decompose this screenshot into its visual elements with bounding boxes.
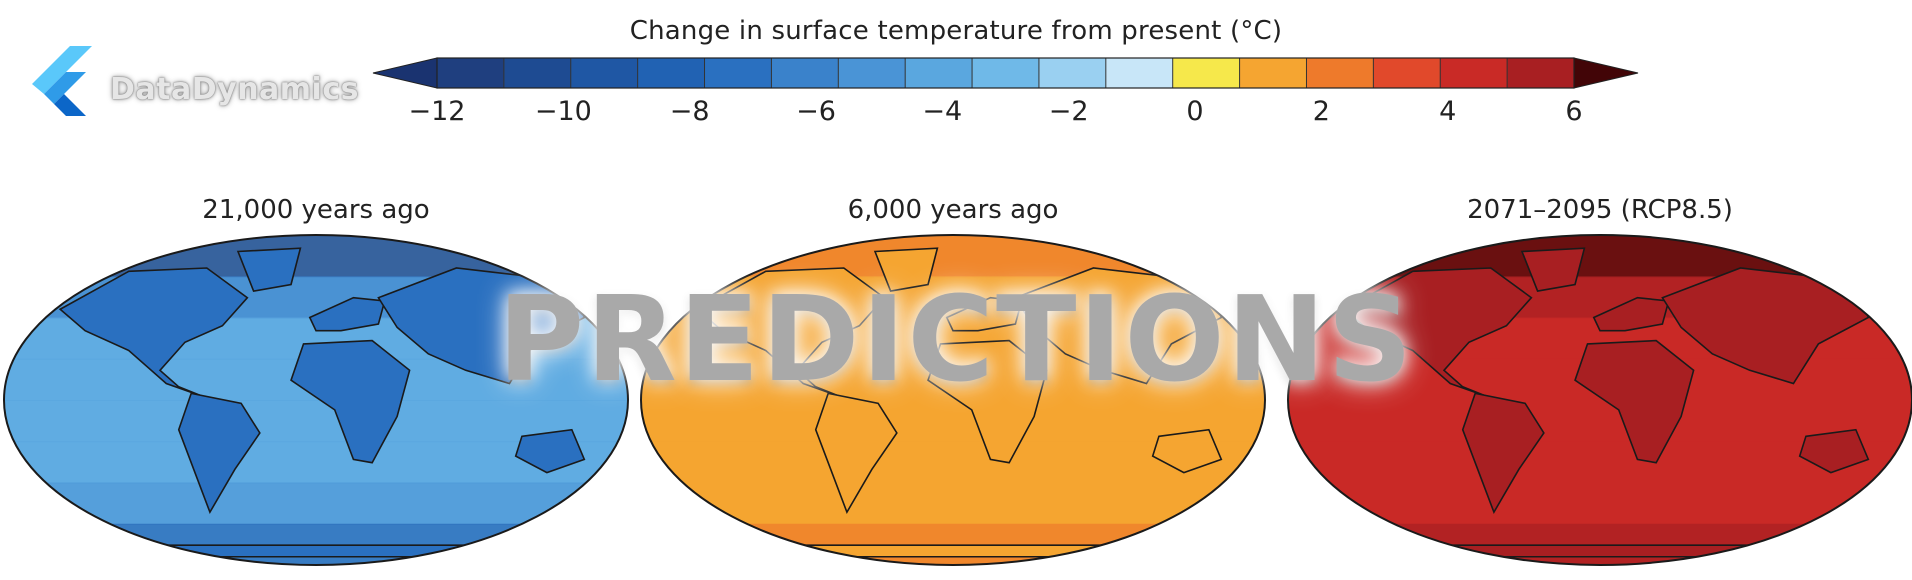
map-lat-band <box>641 482 1265 525</box>
map-lat-band <box>1288 482 1912 525</box>
colorbar-bin <box>503 58 572 88</box>
continent-outline <box>1014 267 1223 385</box>
colorbar-bin <box>1306 58 1374 88</box>
panel-title-future: 2071–2095 (RCP8.5) <box>1467 195 1733 225</box>
flutter-logo-icon <box>32 46 92 116</box>
map-lat-band <box>1288 400 1912 443</box>
continent-outline <box>1151 428 1223 474</box>
continent-outline <box>1520 247 1586 293</box>
colorbar-bin <box>1373 58 1441 88</box>
continent-outline <box>945 296 1023 332</box>
continent-outline <box>1461 392 1545 515</box>
predictions-watermark: PREDICTIONS <box>497 270 1415 408</box>
colorbar-tick-label: 2 <box>1312 96 1330 127</box>
colorbar-bin <box>1038 58 1107 88</box>
colorbar-bin <box>1440 58 1508 88</box>
map-frame <box>3 234 629 566</box>
colorbar-bin <box>1172 58 1241 88</box>
continent-outline <box>58 267 249 398</box>
continent-outline <box>1574 339 1695 464</box>
colorbar-bin <box>637 58 706 88</box>
panel-title-lgm: 21,000 years ago <box>202 195 430 225</box>
colorbar-bin <box>838 58 906 88</box>
continent-outline <box>695 267 886 398</box>
colorbar <box>372 57 1639 89</box>
colorbar-tick-label: −10 <box>534 96 592 127</box>
continent-outline <box>1342 267 1533 398</box>
colorbar-tick-label: 6 <box>1565 96 1583 127</box>
map-lat-band <box>4 482 628 525</box>
continent-outline <box>873 247 939 293</box>
continent-outline <box>128 544 504 558</box>
colorbar-tick-label: 0 <box>1186 96 1204 127</box>
continent-outline <box>177 392 261 515</box>
continent-outline <box>514 428 586 474</box>
continent-outline <box>377 267 586 385</box>
continent-outline <box>236 247 302 293</box>
colorbar-bin <box>704 58 772 88</box>
brand-logo: DataDynamics <box>6 24 406 124</box>
colorbar-bin <box>1507 58 1575 88</box>
continent-outline <box>927 339 1048 464</box>
colorbar-tick-label: 4 <box>1439 96 1457 127</box>
colorbar-bin <box>1239 58 1307 88</box>
map-frame <box>1287 234 1912 566</box>
colorbar-tick-label: −12 <box>408 96 466 127</box>
map-lat-band <box>4 400 628 443</box>
colorbar-bin <box>1105 58 1174 88</box>
colorbar-tick-label: −2 <box>1048 96 1089 127</box>
continent-outline <box>1661 267 1870 385</box>
panel-title-mid-holocene: 6,000 years ago <box>847 195 1059 225</box>
continent-outline <box>1592 296 1670 332</box>
continent-outline <box>308 296 386 332</box>
colorbar-tick-label: −4 <box>922 96 963 127</box>
colorbar-frame <box>436 57 1575 89</box>
colorbar-tick-label: −8 <box>669 96 710 127</box>
continent-outline <box>765 544 1141 558</box>
colorbar-tick-label: −6 <box>796 96 836 127</box>
continent-outline <box>1412 544 1788 558</box>
colorbar-bin <box>570 58 639 88</box>
colorbar-bin <box>905 58 973 88</box>
colorbar-bin <box>771 58 839 88</box>
colorbar-bin <box>437 58 505 88</box>
map-lat-band <box>641 400 1265 443</box>
colorbar-bin <box>972 58 1040 88</box>
continent-outline <box>814 392 898 515</box>
colorbar-title: Change in surface temperature from prese… <box>629 16 1283 46</box>
continent-outline <box>290 339 411 464</box>
continent-outline <box>1798 428 1870 474</box>
brand-name: DataDynamics <box>110 72 359 107</box>
map-frame <box>640 234 1266 566</box>
